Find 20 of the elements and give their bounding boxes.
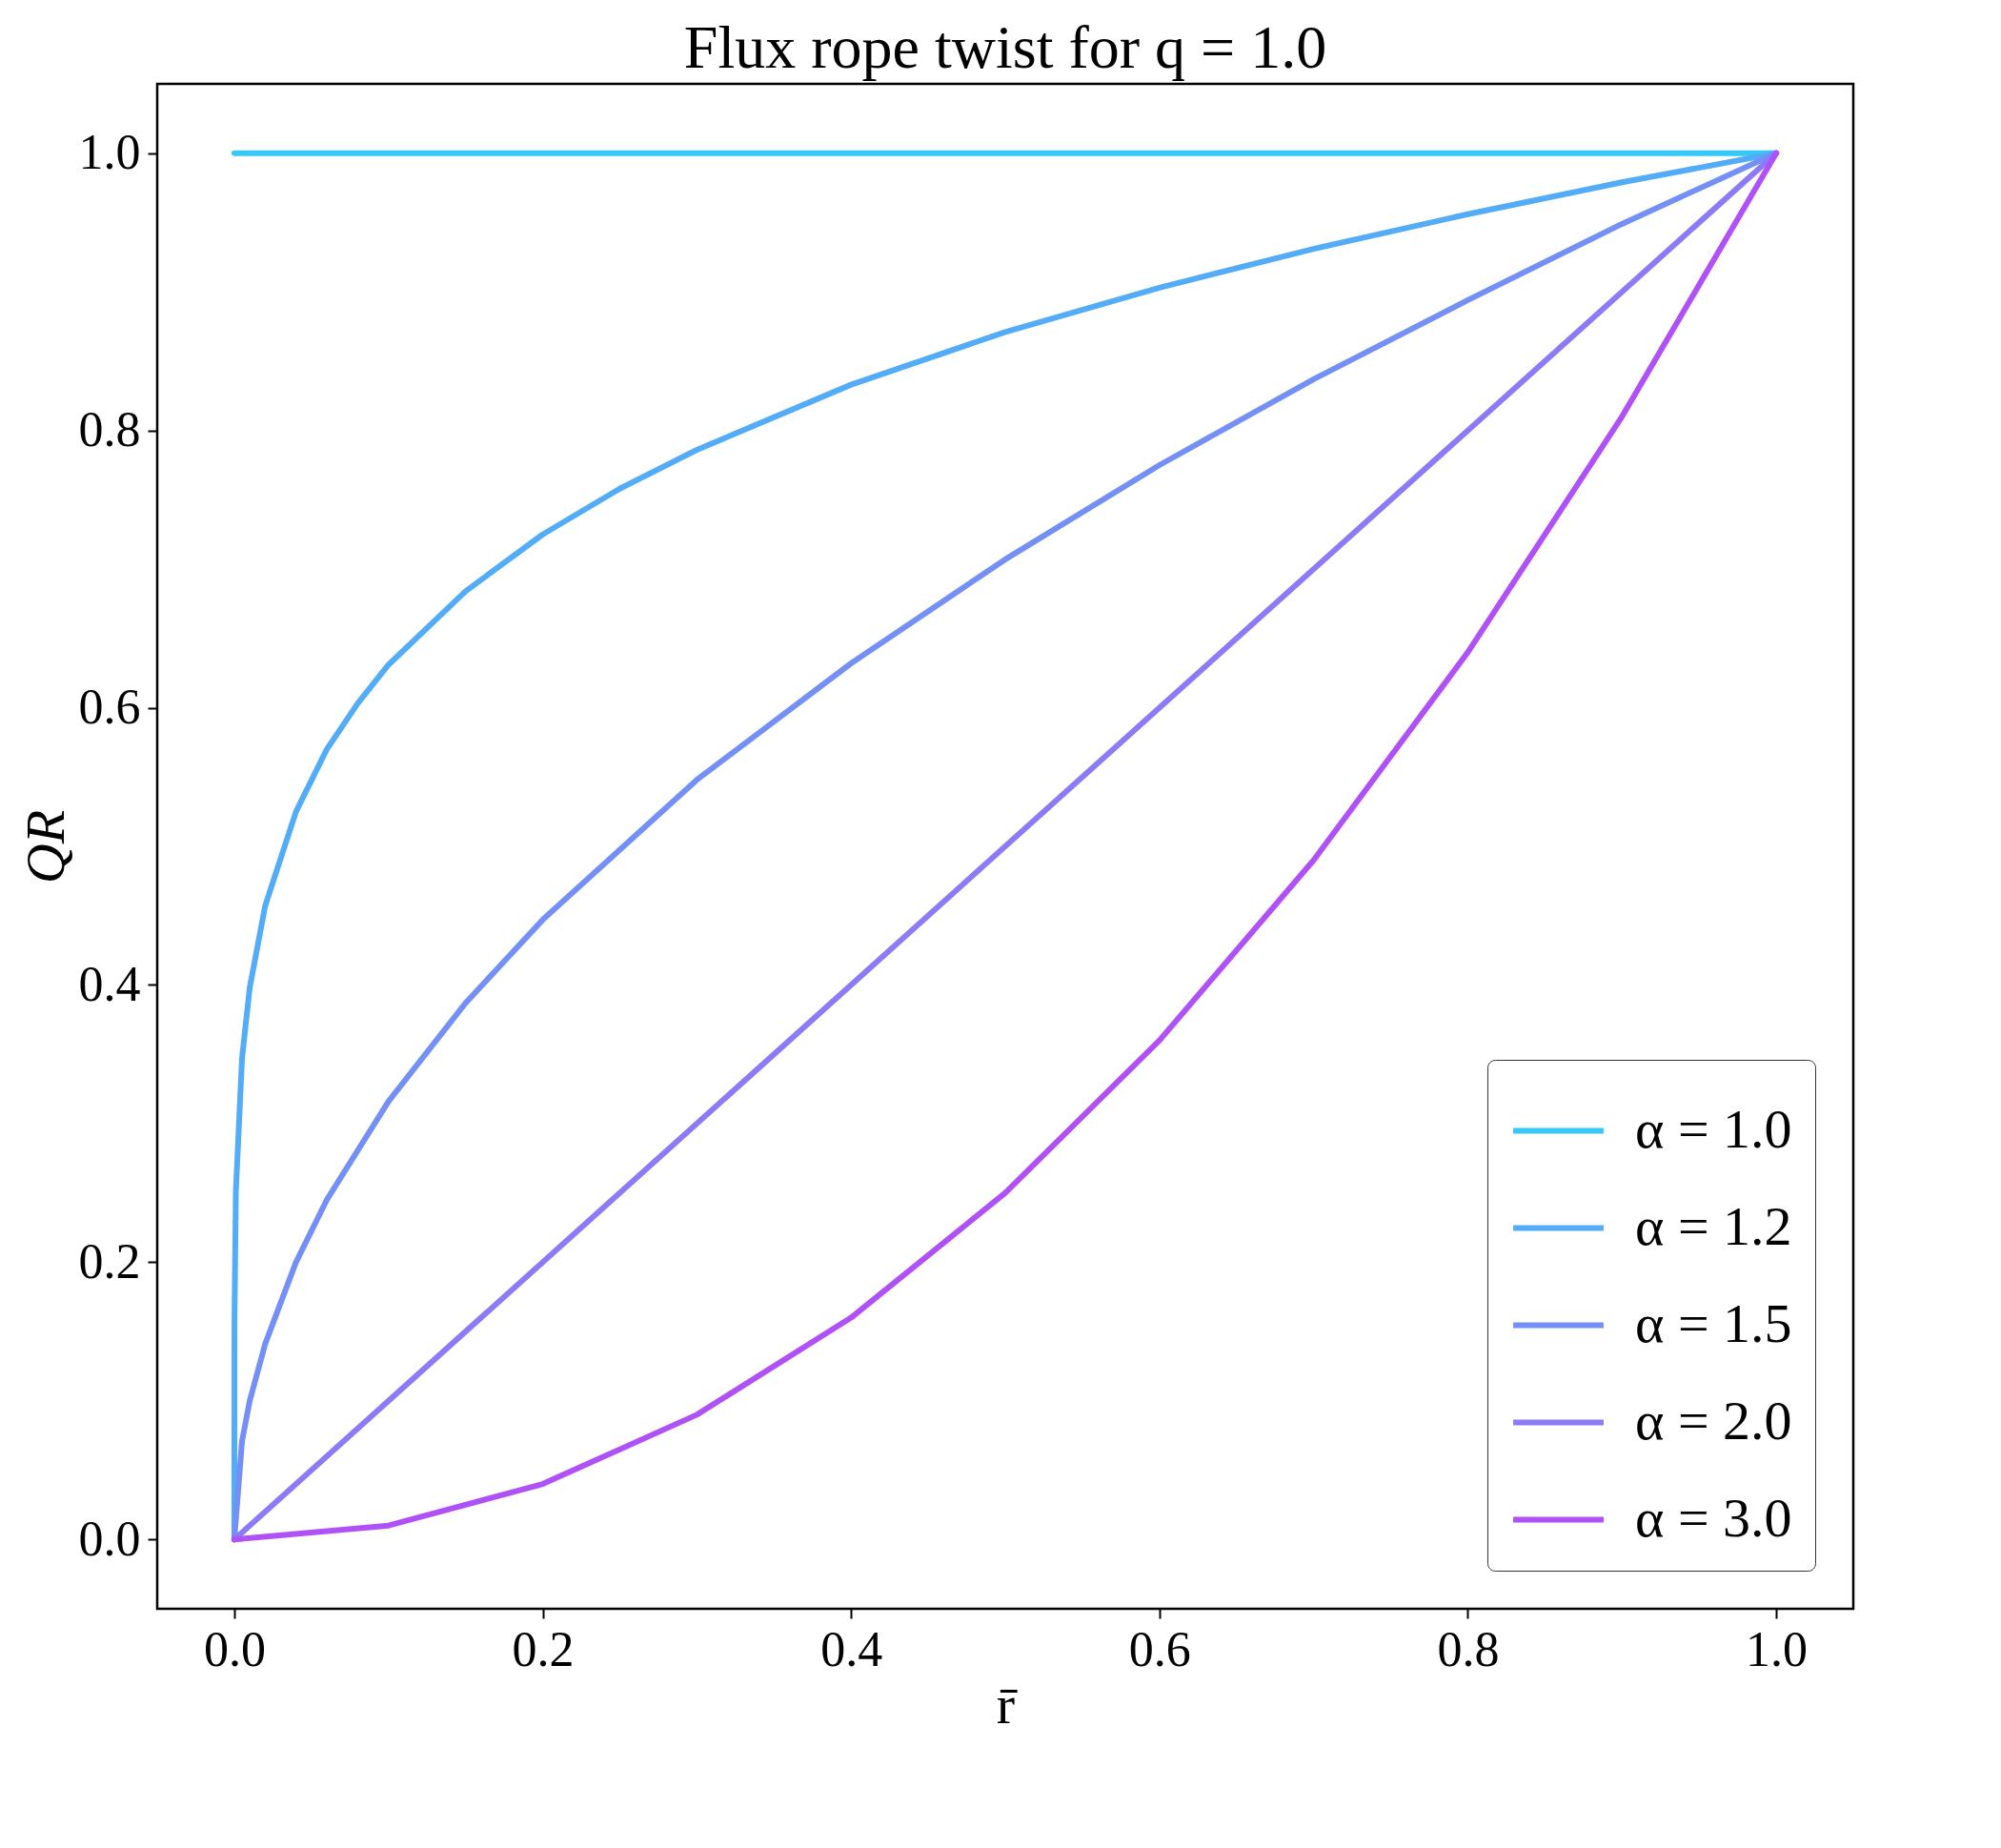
x-tick-label: 0.6 [1128, 1621, 1191, 1676]
legend-label: α = 1.2 [1635, 1194, 1792, 1257]
y-tick-label: 1.0 [78, 125, 141, 180]
x-tick-label: 0.0 [203, 1621, 266, 1676]
y-tick-label: 0.8 [78, 402, 141, 457]
y-tick-label: 0.0 [78, 1511, 141, 1566]
x-tick-label: 1.0 [1746, 1621, 1809, 1676]
y-tick-label: 0.2 [78, 1233, 141, 1289]
y-axis-title: QR [13, 809, 76, 884]
legend-label: α = 1.0 [1635, 1097, 1792, 1160]
legend-label: α = 2.0 [1635, 1389, 1792, 1452]
legend-label: α = 3.0 [1635, 1486, 1792, 1549]
y-tick-label: 0.4 [78, 956, 141, 1011]
chart-title: Flux rope twist for q = 1.0 [683, 13, 1327, 81]
y-tick-label: 0.6 [78, 680, 141, 735]
x-tick-label: 0.2 [512, 1621, 575, 1676]
legend-label: α = 1.5 [1635, 1291, 1792, 1354]
x-tick-label: 0.8 [1437, 1621, 1500, 1676]
x-axis-title: r̄ [996, 1673, 1018, 1736]
x-tick-label: 0.4 [820, 1621, 883, 1676]
